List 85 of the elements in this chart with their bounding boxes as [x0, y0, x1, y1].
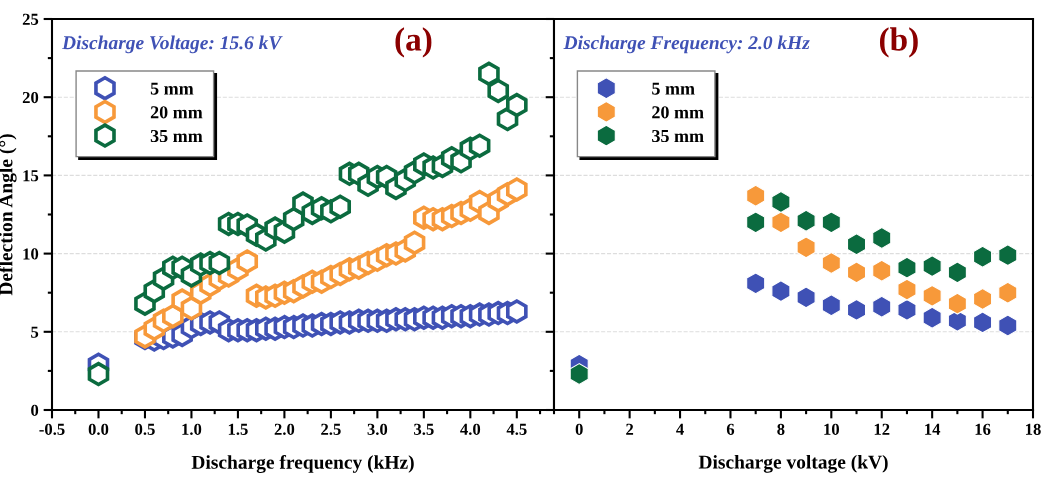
- point: [208, 250, 231, 276]
- y-tick-label: 20: [22, 91, 39, 104]
- point: [771, 211, 791, 234]
- x-tick-label: 0.5: [135, 423, 155, 435]
- point: [973, 311, 993, 334]
- point: [746, 211, 766, 234]
- point: [505, 299, 528, 324]
- text: Discharge Frequency: 2.0 kHz: [563, 35, 810, 54]
- point: [947, 261, 967, 284]
- y-tick-label: 10: [23, 248, 39, 260]
- point: [922, 306, 942, 329]
- x-tick-label: 1.0: [182, 423, 202, 435]
- point: [897, 298, 917, 321]
- x-tick-label: 1.5: [228, 423, 248, 435]
- x-tick-label: 10: [824, 423, 840, 435]
- point: [569, 363, 589, 385]
- y-tick-label: 5: [31, 326, 39, 338]
- x-tick-label: 12: [874, 423, 890, 435]
- x-tick-label: 2: [626, 423, 634, 435]
- x-tick-label: 2.0: [274, 423, 295, 435]
- point: [846, 261, 867, 284]
- x-tick-label: 4: [676, 423, 684, 435]
- point: [162, 303, 184, 329]
- x-tick-label: 2.5: [321, 423, 341, 435]
- y-tick-label: 15: [23, 170, 39, 182]
- x-tick-label: 16: [975, 423, 991, 435]
- point: [947, 309, 967, 332]
- point: [998, 244, 1018, 267]
- point: [746, 272, 766, 295]
- x-tick-label: -0.5: [39, 423, 65, 435]
- legend-label: 5 mm: [652, 82, 695, 95]
- chart-title: (a): [395, 27, 432, 58]
- point: [505, 92, 528, 118]
- point: [897, 278, 917, 301]
- point: [478, 61, 500, 86]
- point: [746, 184, 766, 207]
- point: [505, 177, 528, 202]
- point: [796, 209, 816, 232]
- point: [872, 259, 892, 282]
- point: [821, 211, 841, 234]
- x-tick-label: 0: [575, 423, 583, 435]
- text: Discharge Voltage: 15.6 kV: [61, 35, 283, 54]
- chart-title: (b): [879, 27, 918, 58]
- point: [771, 191, 791, 213]
- point: [998, 314, 1018, 337]
- x-tick-label: 3.5: [414, 423, 434, 435]
- point: [973, 287, 993, 310]
- point: [87, 361, 110, 387]
- point: [329, 194, 352, 219]
- x-tick-label: 8: [777, 423, 785, 435]
- legend-label: 35 mm: [150, 129, 203, 143]
- point: [821, 252, 841, 274]
- legend-label: 20 mm: [652, 106, 704, 119]
- point: [403, 230, 426, 255]
- point: [846, 298, 867, 321]
- legend-label: 20 mm: [150, 106, 203, 119]
- x-axis-title: Discharge voltage (kV): [698, 454, 888, 473]
- point: [872, 226, 892, 249]
- point: [468, 133, 491, 158]
- x-tick-label: 6: [726, 423, 735, 435]
- point: [973, 245, 993, 268]
- point: [998, 281, 1018, 304]
- point: [487, 78, 510, 104]
- x-axis-title: Discharge frequency (kHz): [191, 454, 414, 473]
- x-tick-label: 0.0: [88, 423, 109, 435]
- point: [236, 249, 259, 274]
- x-tick-label: 18: [1026, 423, 1041, 435]
- point: [821, 294, 841, 317]
- legend-label: 5 mm: [150, 82, 194, 95]
- point: [771, 280, 791, 303]
- point: [796, 286, 816, 309]
- x-tick-label: 14: [925, 423, 941, 435]
- point: [872, 295, 892, 318]
- x-tick-label: 4.5: [506, 423, 527, 435]
- point: [897, 256, 917, 279]
- point: [947, 292, 967, 315]
- point: [796, 236, 816, 259]
- y-tick-label: 25: [22, 13, 39, 25]
- point: [846, 233, 867, 256]
- x-tick-label: 3.0: [367, 423, 388, 435]
- point: [922, 284, 942, 307]
- x-tick-label: 4.0: [460, 423, 481, 435]
- legend-label: 35 mm: [652, 129, 704, 143]
- point: [922, 255, 942, 278]
- y-tick-label: 0: [31, 404, 39, 416]
